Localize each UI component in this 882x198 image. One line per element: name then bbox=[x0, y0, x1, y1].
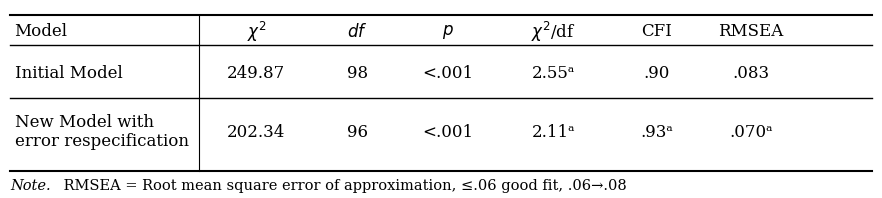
Text: 202.34: 202.34 bbox=[228, 124, 286, 141]
Text: .90: .90 bbox=[643, 65, 669, 82]
Text: $\chi^2$/df: $\chi^2$/df bbox=[531, 20, 575, 44]
Text: 249.87: 249.87 bbox=[228, 65, 286, 82]
Text: <.001: <.001 bbox=[422, 65, 473, 82]
Text: 2.11ᵃ: 2.11ᵃ bbox=[531, 124, 575, 141]
Text: 98: 98 bbox=[347, 65, 368, 82]
Text: Model: Model bbox=[15, 23, 68, 40]
Text: $\chi^2$: $\chi^2$ bbox=[247, 20, 266, 44]
Text: .070ᵃ: .070ᵃ bbox=[729, 124, 773, 141]
Text: CFI: CFI bbox=[641, 23, 672, 40]
Text: .93ᵃ: .93ᵃ bbox=[640, 124, 673, 141]
Text: RMSEA: RMSEA bbox=[718, 23, 783, 40]
Text: Initial Model: Initial Model bbox=[15, 65, 123, 82]
Text: .083: .083 bbox=[732, 65, 769, 82]
Text: <.001: <.001 bbox=[422, 124, 473, 141]
Text: New Model with
error respecification: New Model with error respecification bbox=[15, 114, 189, 150]
Text: $p$: $p$ bbox=[442, 23, 453, 41]
Text: $df$: $df$ bbox=[348, 23, 368, 41]
Text: 96: 96 bbox=[347, 124, 368, 141]
Text: Note.: Note. bbox=[11, 179, 51, 193]
Text: 2.55ᵃ: 2.55ᵃ bbox=[532, 65, 575, 82]
Text: RMSEA = Root mean square error of approximation, ≤.06 good fit, .06→.08: RMSEA = Root mean square error of approx… bbox=[58, 179, 626, 193]
